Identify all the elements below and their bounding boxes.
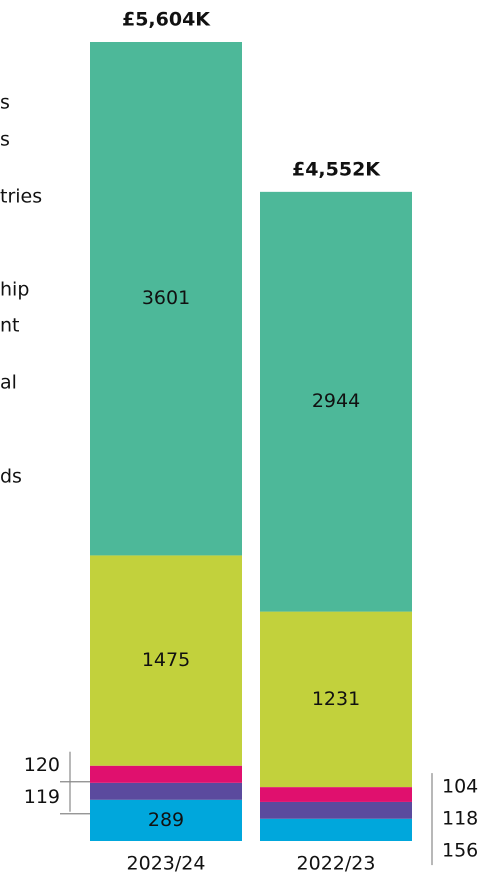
value-label: 2944: [312, 390, 360, 412]
bar-segment: [90, 782, 242, 800]
bar-segment: [260, 787, 412, 802]
bar-segment: [90, 555, 242, 766]
value-label: 1231: [312, 688, 360, 710]
legend-text: hip: [0, 279, 29, 301]
bar-segment: [260, 818, 412, 841]
value-label: 118: [442, 808, 478, 830]
value-label: 119: [24, 786, 60, 808]
legend-text: s: [0, 92, 10, 114]
legend-text: s: [0, 129, 10, 151]
legend-text: nt: [0, 315, 20, 337]
legend-text: tries: [0, 186, 42, 208]
value-label: 104: [442, 776, 478, 798]
value-label: 156: [442, 840, 478, 862]
bar-segment: [260, 801, 412, 819]
total-label: £5,604K: [122, 9, 211, 31]
value-label: 1475: [142, 649, 190, 671]
legend-text: al: [0, 372, 17, 394]
bar-segment: [260, 611, 412, 788]
bar-segment: [90, 765, 242, 783]
value-label: 289: [148, 809, 184, 831]
legend-text: ds: [0, 466, 22, 488]
bar-segment: [90, 42, 242, 556]
value-label: 120: [24, 754, 60, 776]
bar-segment: [260, 191, 412, 612]
value-label: 3601: [142, 287, 190, 309]
bar-segment: [90, 799, 242, 841]
x-tick-label: 2023/24: [127, 853, 206, 875]
x-tick-label: 2022/23: [297, 853, 376, 875]
total-label: £4,552K: [292, 158, 381, 180]
